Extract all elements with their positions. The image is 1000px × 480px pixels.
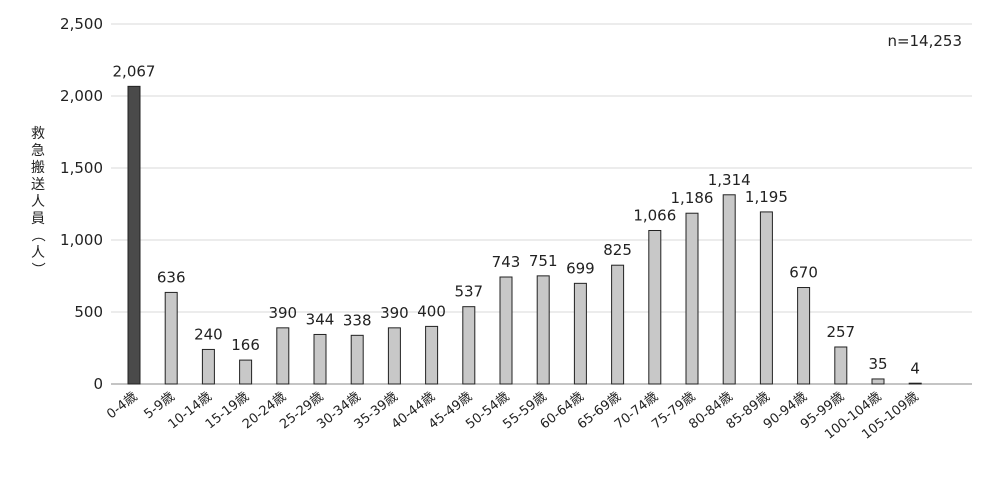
- bar-90-94歳: [797, 287, 811, 385]
- data-label: 699: [566, 259, 595, 277]
- y-tick-label: 500: [74, 303, 103, 321]
- bar-75-79歳: [685, 212, 699, 385]
- bar-95-99歳: [834, 346, 848, 385]
- bar-80-84歳: [722, 194, 736, 385]
- data-label: 35: [868, 355, 887, 373]
- y-axis-label-char: ）: [29, 262, 45, 276]
- bars: [127, 85, 922, 385]
- y-axis-label-char: 人: [31, 245, 45, 261]
- bar-30-34歳: [350, 334, 364, 385]
- data-label: 2,067: [113, 62, 156, 80]
- data-label: 751: [529, 252, 558, 270]
- data-label: 257: [826, 323, 855, 341]
- bar-50-54歳: [499, 276, 513, 385]
- y-axis-label-char: 急: [31, 143, 45, 159]
- bar-65-69歳: [611, 264, 625, 385]
- y-tick-label: 1,500: [60, 159, 103, 177]
- data-labels: 2,067 636 240 166 390 344 338 390 400 537 743 751 69…: [113, 62, 920, 377]
- data-label: 4: [910, 359, 920, 377]
- bar-25-29歳: [313, 333, 327, 385]
- bar-40-44歳: [425, 325, 439, 385]
- bar-35-39歳: [387, 327, 401, 385]
- y-axis-label-char: 送: [31, 177, 45, 193]
- bar-45-49歳: [462, 306, 476, 385]
- y-tick-label: 2,000: [60, 87, 103, 105]
- bar-15-19歳: [239, 359, 253, 385]
- data-label: 636: [157, 268, 186, 286]
- data-label: 1,186: [671, 189, 714, 207]
- y-axis-label-char: 搬: [31, 160, 45, 176]
- bar-100-104歳: [871, 378, 885, 385]
- sample-size-annotation: n=14,253: [887, 32, 962, 50]
- bar-55-59歳: [536, 275, 550, 385]
- bar-70-74歳: [648, 229, 662, 385]
- data-label: 537: [454, 283, 483, 301]
- data-label: 825: [603, 241, 632, 259]
- bar-85-89歳: [759, 211, 773, 385]
- y-axis-ticks: 0 500 1,000 1,500 2,000 2,500: [60, 15, 103, 393]
- data-label: 670: [789, 264, 818, 282]
- y-tick-label: 1,000: [60, 231, 103, 249]
- y-axis-label-char: 員: [31, 211, 45, 227]
- data-label: 338: [343, 311, 372, 329]
- y-axis-label-char: 人: [31, 194, 45, 210]
- data-label: 390: [268, 304, 297, 322]
- data-label: 390: [380, 304, 409, 322]
- data-label: 344: [306, 310, 335, 328]
- data-label: 400: [417, 302, 446, 320]
- y-tick-label: 2,500: [60, 15, 103, 33]
- bar-60-64歳: [573, 282, 587, 385]
- y-tick-label: 0: [93, 375, 103, 393]
- bar-5-9歳: [164, 291, 178, 385]
- bar-0-4歳: [127, 85, 141, 385]
- x-axis-categories: 0-4歳 5-9歳10-14歳15-19歳20-24歳25-29歳30-34歳35…: [104, 389, 921, 442]
- y-axis-label-char: 救: [31, 126, 45, 142]
- data-label: 1,195: [745, 188, 788, 206]
- data-label: 240: [194, 325, 223, 343]
- bar-105-109歳: [908, 382, 922, 385]
- bar-10-14歳: [201, 348, 215, 385]
- x-category-label: 0-4歳: [104, 389, 140, 422]
- y-axis-label-char: （: [29, 228, 45, 242]
- data-label: 166: [231, 336, 260, 354]
- data-label: 1,314: [708, 171, 751, 189]
- data-label: 743: [492, 253, 521, 271]
- bar-20-24歳: [276, 327, 290, 385]
- data-label: 1,066: [633, 206, 676, 224]
